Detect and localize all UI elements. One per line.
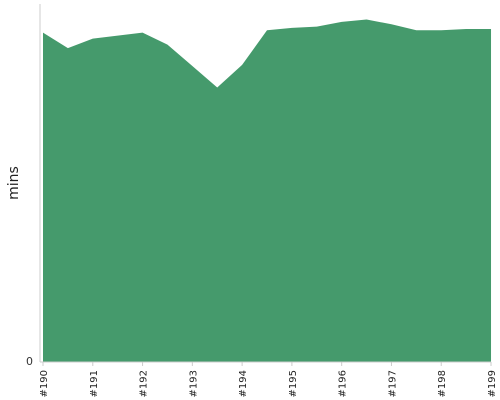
x-tick-label: #194 — [238, 370, 249, 397]
area-layer — [43, 19, 492, 362]
y-tick-label: 0 — [26, 355, 33, 368]
x-tick-label: #193 — [188, 370, 199, 397]
x-tick-label: #190 — [39, 370, 50, 397]
x-tick-label: #192 — [139, 370, 150, 397]
x-tick-label: #198 — [437, 370, 448, 397]
y-axis-title: mins — [6, 166, 22, 200]
x-tick-label: #199 — [487, 370, 498, 397]
x-tick-label: #195 — [288, 370, 299, 397]
x-tick-label: #197 — [387, 370, 398, 397]
x-tick-label: #196 — [338, 370, 349, 397]
series-area — [43, 19, 492, 362]
y-axis-ticks: 0 — [26, 355, 33, 368]
x-tick-label: #191 — [89, 370, 100, 397]
x-axis-ticks: #190 #191 #192 #193 #194 #195 #196 #197 #198 #199 — [39, 362, 498, 397]
